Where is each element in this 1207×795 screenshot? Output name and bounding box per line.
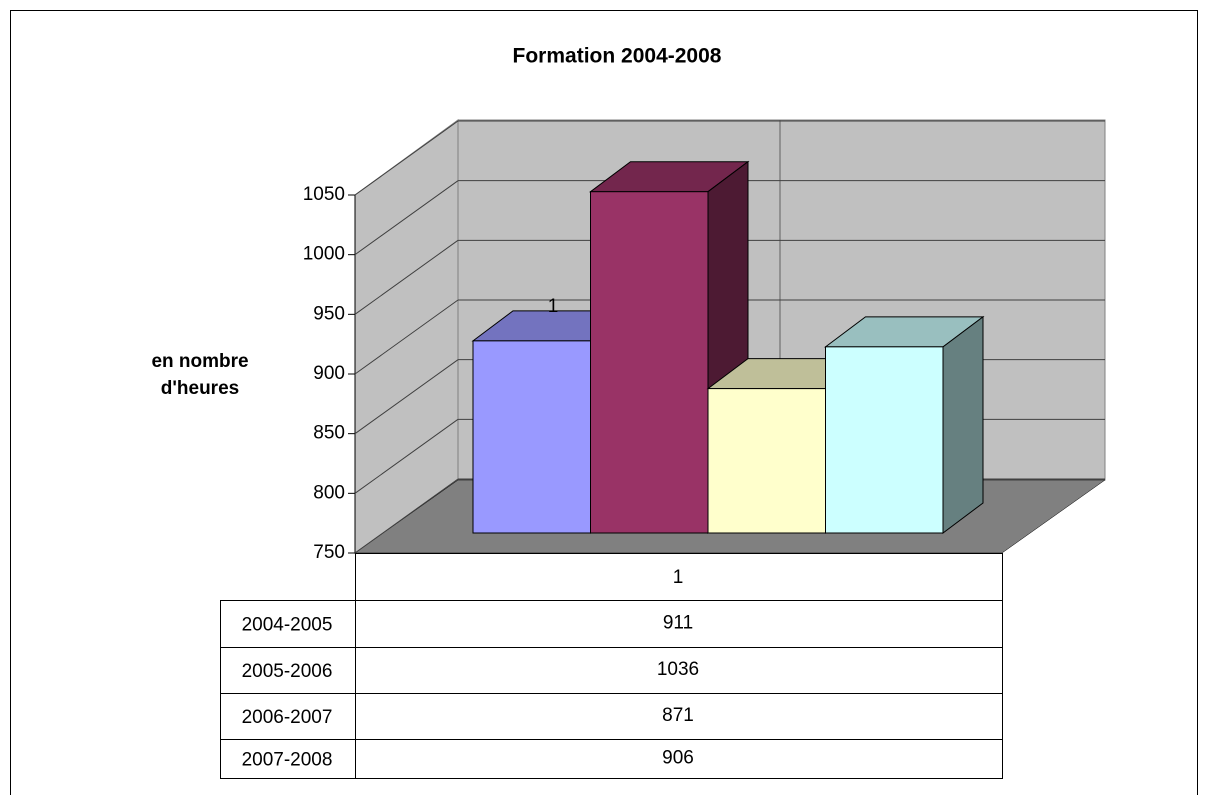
- bar: [707, 388, 826, 534]
- data-table: 1 2004-2005 911 2005-2006 1036 2006-2007 871 20…: [220, 553, 1003, 779]
- y-tick-label: 900: [313, 363, 345, 384]
- grid-line: [354, 418, 459, 494]
- table-row-label: 2006-2007: [242, 707, 333, 728]
- bar: [472, 340, 591, 534]
- table-row-label: 2005-2006: [242, 661, 333, 682]
- table-cell: [355, 739, 1003, 779]
- y-tick-label: 750: [313, 542, 345, 563]
- bar: [590, 191, 709, 534]
- table-value: 1036: [657, 659, 699, 680]
- grid-line: [354, 239, 459, 315]
- grid-line: [354, 120, 459, 196]
- table-value: 871: [662, 705, 694, 726]
- grid-line: [354, 478, 459, 554]
- table-value: 906: [662, 748, 694, 769]
- grid-line: [354, 299, 459, 375]
- y-tick-label: 1050: [303, 184, 345, 205]
- table-row-label: 2007-2008: [242, 750, 333, 771]
- table-value: 911: [663, 613, 693, 634]
- y-tick-label: 1000: [303, 244, 345, 265]
- table-row-label: 2004-2005: [242, 615, 333, 636]
- chart-title: Formation 2004-2008: [513, 45, 722, 68]
- y-tick-label: 800: [313, 482, 345, 503]
- y-tick-label: 950: [313, 303, 345, 324]
- y-axis-title: en nombre d'heures: [151, 351, 249, 399]
- bar-side: [942, 315, 984, 534]
- bar-label: 1: [548, 296, 559, 317]
- table-header: 1: [673, 567, 684, 588]
- bar: [825, 346, 944, 534]
- grid-line: [354, 359, 459, 435]
- grid-line: [354, 180, 459, 256]
- y-tick-label: 850: [313, 423, 345, 444]
